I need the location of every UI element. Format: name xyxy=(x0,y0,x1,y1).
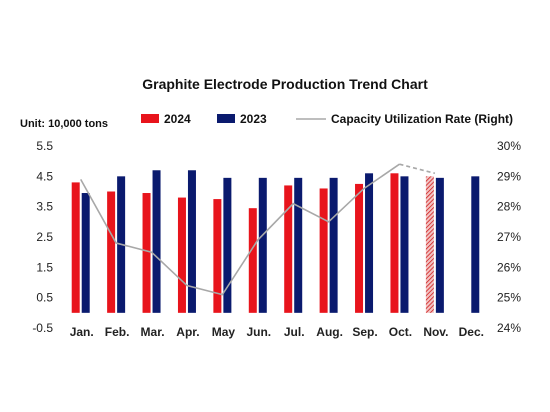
bar-2023-jul xyxy=(294,177,303,313)
right-tick-label: 24% xyxy=(497,321,521,335)
bar-2024-jan xyxy=(71,182,80,313)
bar-2023-jan xyxy=(81,193,90,313)
left-tick-label: -0.5 xyxy=(32,321,53,335)
bar-2023-sep xyxy=(365,173,374,313)
legend-label-2024: 2024 xyxy=(164,112,191,126)
left-axis: 5.5 4.5 3.5 2.5 1.5 0.5 -0.5 xyxy=(32,139,53,335)
category-label: Nov. xyxy=(423,325,448,339)
utilization-line xyxy=(80,163,400,296)
bar-2023-jun xyxy=(258,177,267,313)
bar-2023-may xyxy=(223,177,232,313)
bar-2023-nov xyxy=(435,177,444,313)
category-label: Aug. xyxy=(316,325,343,339)
bar-2024-feb xyxy=(107,191,116,313)
right-tick-label: 28% xyxy=(497,200,521,214)
bar-2023-dec xyxy=(471,176,480,313)
category-label: Jan. xyxy=(70,325,94,339)
bar-2024-may xyxy=(213,199,222,313)
bar-2024-oct xyxy=(390,173,399,313)
legend-label-2023: 2023 xyxy=(240,112,267,126)
legend-swatch-2023 xyxy=(217,114,235,123)
bar-2023-oct xyxy=(400,176,409,313)
left-tick-label: 0.5 xyxy=(36,291,53,305)
category-label: May xyxy=(212,325,236,339)
bar-2024-apr xyxy=(177,197,186,313)
right-axis: 30% 29% 28% 27% 26% 25% 24% xyxy=(497,139,521,335)
category-label: Jul. xyxy=(284,325,305,339)
utilization-line-layer xyxy=(80,163,436,296)
category-label: Apr. xyxy=(176,325,199,339)
left-tick-label: 2.5 xyxy=(36,230,53,244)
left-tick-label: 5.5 xyxy=(36,139,53,153)
bar-2024-aug xyxy=(319,188,328,313)
category-label: Oct. xyxy=(389,325,412,339)
legend-label-utilization: Capacity Utilization Rate (Right) xyxy=(331,112,513,126)
bar-2024-mar xyxy=(142,193,151,313)
bar-2024-jun xyxy=(248,208,257,313)
right-tick-label: 27% xyxy=(497,230,521,244)
bar-2023-aug xyxy=(329,177,338,313)
bar-2024-sep xyxy=(355,183,364,313)
category-label: Feb. xyxy=(105,325,130,339)
right-tick-label: 26% xyxy=(497,260,521,274)
utilization-line-projected xyxy=(399,163,436,175)
left-tick-label: 3.5 xyxy=(36,200,53,214)
legend: 2024 2023 Capacity Utilization Rate (Rig… xyxy=(141,112,513,126)
bars xyxy=(71,170,480,313)
legend-swatch-2024 xyxy=(141,114,159,123)
right-tick-label: 25% xyxy=(497,291,521,305)
bar-2023-apr xyxy=(187,170,196,313)
left-tick-label: 1.5 xyxy=(36,260,53,274)
unit-label: Unit: 10,000 tons xyxy=(20,118,108,130)
bar-2024-nov xyxy=(425,176,434,313)
category-axis: Jan. Feb. Mar. Apr. May Jun. Jul. Aug. Sep. Oct. N… xyxy=(70,325,484,339)
category-label: Sep. xyxy=(352,325,377,339)
right-tick-label: 30% xyxy=(497,139,521,153)
left-tick-label: 4.5 xyxy=(36,169,53,183)
bar-2023-mar xyxy=(152,170,161,313)
category-label: Jun. xyxy=(246,325,271,339)
bar-2024-jul xyxy=(284,185,293,313)
chart-title: Graphite Electrode Production Trend Char… xyxy=(142,76,428,92)
category-label: Dec. xyxy=(459,325,484,339)
right-tick-label: 29% xyxy=(497,169,521,183)
category-label: Mar. xyxy=(141,325,165,339)
